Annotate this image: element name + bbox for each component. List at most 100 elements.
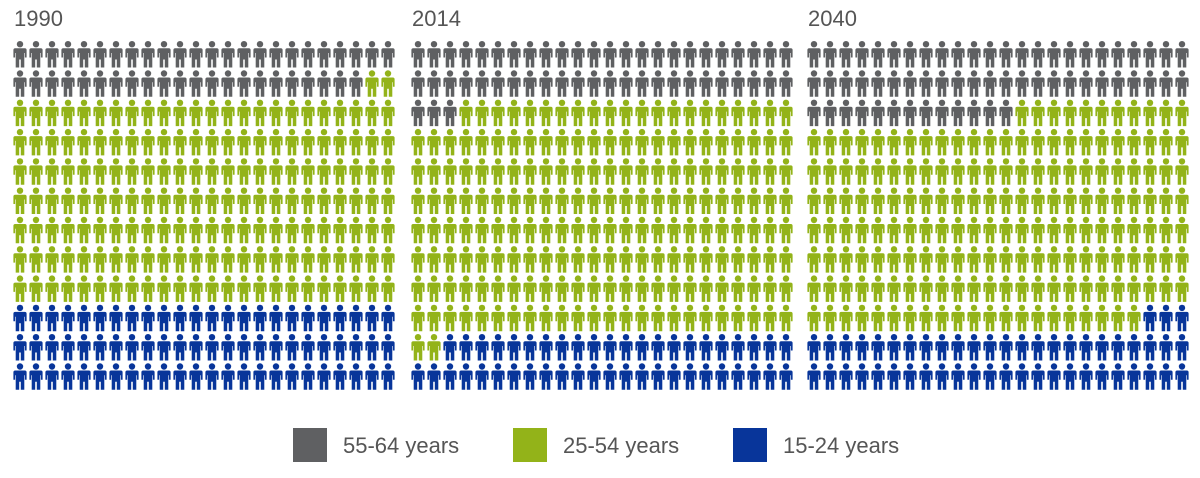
person-icon [967,363,981,390]
person-icon [141,128,155,156]
person-icon [1015,304,1029,332]
person-icon [109,41,123,68]
person-icon [523,187,537,214]
waffle-grid [807,41,1189,390]
person-icon [1175,304,1189,332]
person-icon [587,275,601,302]
person-icon [427,41,441,68]
person-icon [491,275,505,302]
person-icon [317,363,331,390]
person-icon [699,70,713,97]
person-icon [301,128,315,156]
person-icon [269,158,283,185]
person-icon [491,41,505,68]
person-icon [747,275,761,302]
person-icon [1175,363,1189,390]
person-icon [603,187,617,214]
person-icon [555,246,569,273]
person-icon [1079,246,1093,273]
person-icon [333,216,347,244]
person-icon [13,275,27,302]
person-icon [839,187,853,214]
person-icon [747,246,761,273]
person-icon [443,216,457,244]
person-icon [667,304,681,332]
panel-title: 2014 [412,6,461,31]
person-icon [919,99,933,127]
person-icon [333,70,347,97]
person-icon [983,70,997,97]
person-icon [935,363,949,390]
person-icon [839,334,853,361]
person-icon [823,128,837,156]
person-icon [903,41,917,68]
panel-2040: 2040 [806,0,1190,400]
person-icon [1031,304,1045,332]
person-icon [157,334,171,361]
person-icon [1143,128,1157,156]
person-icon [839,70,853,97]
person-icon [587,99,601,127]
person-icon [919,334,933,361]
person-icon [1175,216,1189,244]
person-icon [1095,70,1109,97]
person-icon [747,158,761,185]
person-icon [205,304,219,332]
person-icon [109,363,123,390]
person-icon [1143,334,1157,361]
person-icon [173,41,187,68]
person-icon [1159,216,1173,244]
person-icon [459,41,473,68]
person-icon [365,275,379,302]
person-icon [823,363,837,390]
person-icon [237,304,251,332]
person-icon [237,275,251,302]
person-icon [951,363,965,390]
person-icon [587,304,601,332]
panel-title: 2040 [808,6,857,31]
person-icon [1015,246,1029,273]
person-icon [157,187,171,214]
person-icon [683,246,697,273]
person-icon [285,304,299,332]
person-icon [699,363,713,390]
person-icon [699,41,713,68]
person-icon [349,363,363,390]
person-icon [571,246,585,273]
person-icon [1079,275,1093,302]
person-icon [539,99,553,127]
person-icon [13,99,27,127]
person-icon [999,246,1013,273]
person-icon [807,70,821,97]
person-icon [253,275,267,302]
person-icon [317,41,331,68]
person-icon [173,275,187,302]
legend-swatch [733,428,767,462]
person-icon [411,128,425,156]
person-icon [635,246,649,273]
person-icon [919,363,933,390]
person-icon [571,99,585,127]
person-icon [109,99,123,127]
person-icon [1063,41,1077,68]
person-icon [1079,99,1093,127]
person-icon [603,128,617,156]
person-icon [77,216,91,244]
person-icon [29,363,43,390]
person-icon [619,128,633,156]
person-icon [93,275,107,302]
person-icon [29,158,43,185]
person-icon [603,41,617,68]
person-icon [285,187,299,214]
person-icon [125,41,139,68]
person-icon [919,128,933,156]
person-icon [731,275,745,302]
person-icon [555,41,569,68]
person-icon [459,187,473,214]
person-icon [1111,216,1125,244]
person-icon [967,158,981,185]
person-icon [381,70,395,97]
person-icon [507,187,521,214]
person-icon [333,99,347,127]
person-icon [491,246,505,273]
